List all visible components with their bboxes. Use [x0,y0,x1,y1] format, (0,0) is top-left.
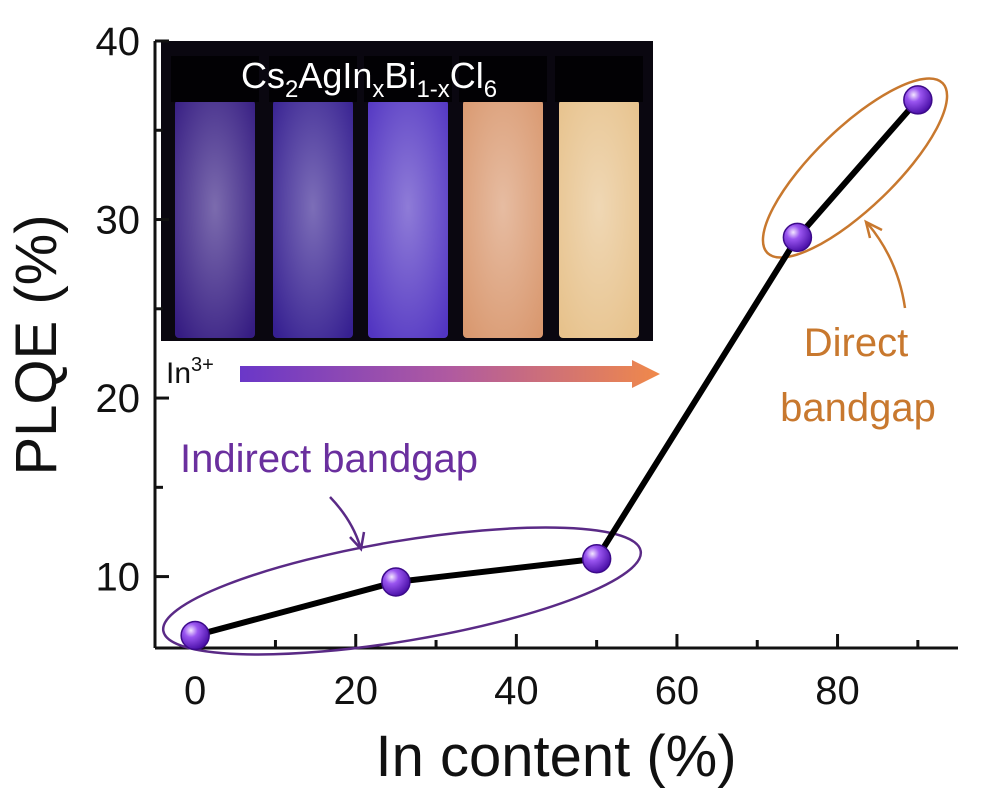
data-point [581,543,612,574]
x-axis-title: In content (%) [375,724,736,789]
y-tick-label: 30 [96,199,141,243]
data-point [903,85,933,115]
data-point [180,620,210,651]
vial-glow-5 [559,100,639,338]
direct-callout-arrow [867,223,907,309]
vial-cap-3 [364,56,452,102]
y-tick-label: 20 [96,377,141,421]
x-tick-label: 40 [494,669,539,713]
in-increase-arrow [240,360,660,388]
ion-label: In3+ [166,354,214,390]
vial-photo-inset: Cs2AgInxBi1-xCl6 [161,41,653,341]
vial-cap-4 [459,56,547,102]
indirect-callout-arrow-head [349,531,366,552]
direct-ellipse [761,77,949,259]
vial-cap-2 [269,56,357,102]
y-axis-title: PLQE (%) [4,214,69,475]
vial-glow-3 [368,100,448,338]
x-tick-label: 60 [655,669,700,713]
inset-formula: Cs2AgInxBi1-xCl6 [241,55,497,103]
indirect-ellipse [161,526,643,656]
indirect-callout-arrow [329,496,362,547]
vial-cap-1 [171,56,259,102]
direct-callout-arrow-head [864,219,883,239]
direct-bandgap-label-2: bandgap [780,386,936,430]
y-tick-label: 40 [96,20,141,64]
vial-glow-4 [463,100,543,338]
vial-cap-5 [555,56,643,102]
data-point [381,567,411,597]
axes [153,41,958,650]
data-point [782,222,813,253]
vial-glow-2 [273,100,353,338]
indirect-bandgap-label: Indirect bandgap [180,437,478,481]
y-tick-label: 10 [96,556,141,600]
direct-bandgap-label-1: Direct [804,321,908,365]
vial-glow-1 [175,100,255,338]
x-tick-label: 20 [334,669,379,713]
x-tick-label: 0 [184,669,206,713]
x-tick-label: 80 [815,669,860,713]
